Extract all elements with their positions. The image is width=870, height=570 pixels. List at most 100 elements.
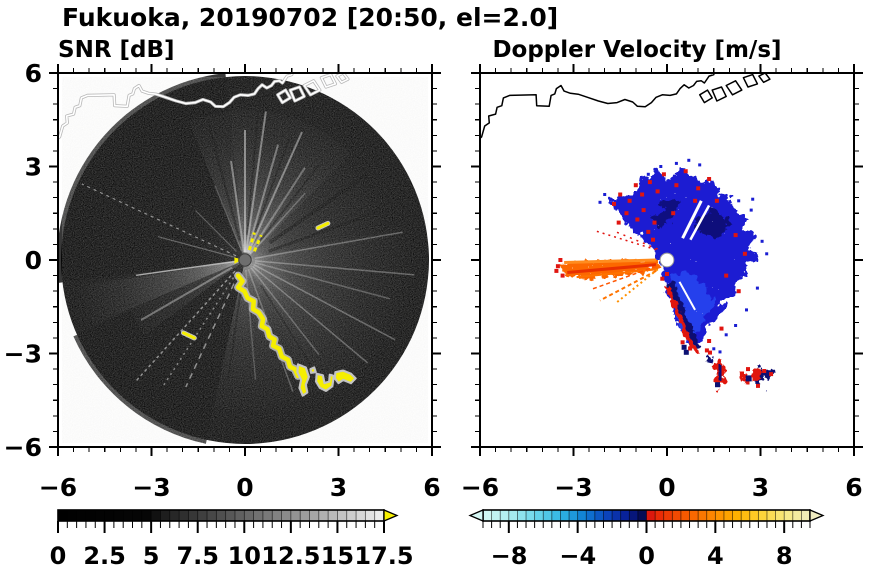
radar-center-hole <box>659 252 675 268</box>
velocity-speck <box>760 239 764 243</box>
colorbar-cell <box>714 509 725 522</box>
velocity-speck <box>698 163 702 167</box>
velocity-speck <box>646 229 651 234</box>
velocity-speck <box>746 367 750 372</box>
velocity-panel <box>479 72 855 448</box>
velocity-speck <box>651 237 655 242</box>
colorbar-cell <box>560 509 570 522</box>
velocity-speck <box>646 172 650 176</box>
velocity-speck <box>708 350 712 355</box>
velocity-speck <box>687 158 691 162</box>
velocity-speck <box>640 192 645 197</box>
colorbar-cell <box>594 509 605 522</box>
velocity-ray <box>616 268 659 303</box>
velocity-speck <box>693 198 698 203</box>
velocity-ray <box>593 229 657 251</box>
cbar-label: −8 <box>491 542 528 570</box>
colorbar-cell <box>800 509 811 522</box>
cbar-label: 2.5 <box>83 542 126 570</box>
velocity-speck <box>555 264 560 269</box>
velocity-speck <box>674 183 679 188</box>
harbor-pier-outline <box>289 86 305 102</box>
velocity-speck <box>616 220 621 225</box>
cbar-label: 7.5 <box>176 542 219 570</box>
cbar-label: 10 <box>228 542 261 570</box>
colorbar-cell <box>491 509 502 522</box>
colorbar-cell <box>113 509 124 522</box>
harbor-pier-outline <box>742 73 759 88</box>
velocity-radar-image <box>480 73 776 390</box>
velocity-ray <box>681 200 703 239</box>
velocity-speck <box>660 276 665 281</box>
cbar-label: −4 <box>559 542 596 570</box>
velocity-speck <box>681 344 687 350</box>
velocity-ray <box>576 268 657 279</box>
velocity-band <box>665 284 701 354</box>
colorbar-cell <box>749 509 760 522</box>
colorbar-cell <box>577 509 588 522</box>
colorbar-cell <box>568 509 579 522</box>
velocity-speck <box>745 375 752 382</box>
colorbar-cell <box>646 509 656 522</box>
colorbar-cell <box>766 509 777 522</box>
colorbar-cell <box>551 509 562 522</box>
colorbar-cell <box>654 509 665 522</box>
echo-dashed-ray <box>247 232 256 251</box>
colorbar-cell <box>508 509 519 522</box>
velocity-speck <box>724 273 729 278</box>
velocity-speck <box>655 189 660 194</box>
figure-title: Fukuoka, 20190702 [20:50, el=2.0] <box>62 3 558 32</box>
colorbar-cell <box>187 509 199 522</box>
velocity-speck <box>661 172 666 177</box>
xtick-label: 0 <box>658 473 675 502</box>
colorbar-cell <box>534 509 545 522</box>
harbor-pier-outline <box>711 86 727 102</box>
echo-mark <box>316 221 330 230</box>
velocity-speck <box>618 192 623 197</box>
echo-mark <box>181 331 196 340</box>
snr-colorbar <box>57 509 399 533</box>
echo-cell <box>296 363 310 397</box>
echo-cell <box>333 369 357 385</box>
snr-radar-image <box>58 73 429 444</box>
velocity-speck <box>712 347 716 351</box>
colorbar-over-arrow <box>809 509 825 522</box>
colorbar-cell <box>525 509 536 522</box>
colorbar-cell <box>132 509 143 522</box>
velocity-colorbar <box>468 509 825 533</box>
xtick-label: 3 <box>330 473 347 502</box>
velocity-speck <box>603 193 607 196</box>
colorbar-cell <box>150 509 162 522</box>
velocity-speck <box>612 201 616 206</box>
xtick-label: −3 <box>554 473 592 502</box>
velocity-speck <box>696 186 701 191</box>
colorbar-cell <box>243 509 255 522</box>
harbor-pier-outline <box>336 73 349 84</box>
velocity-blob <box>609 168 759 349</box>
velocity-speck <box>751 197 755 201</box>
velocity-ray <box>590 265 657 291</box>
echo-cell <box>309 366 317 374</box>
colorbar-cell <box>374 509 385 522</box>
harbor-pier-outline <box>758 73 771 84</box>
colorbar-cell <box>178 509 190 522</box>
ytick-label: −6 <box>4 433 42 462</box>
colorbar-cell <box>290 509 301 522</box>
velocity-speck <box>688 346 693 351</box>
ytick-label: 3 <box>25 153 42 182</box>
colorbar-cell <box>76 509 87 522</box>
colorbar-cell <box>783 509 794 522</box>
colorbar-cell <box>299 509 311 522</box>
colorbar-under-arrow <box>468 509 484 522</box>
colorbar-cell <box>697 509 708 522</box>
velocity-band <box>668 281 700 348</box>
radar-center-dot <box>238 253 252 267</box>
colorbar-cell <box>628 509 639 522</box>
harbor-pier-outline <box>303 80 321 96</box>
colorbar-cell <box>169 509 180 522</box>
colorbar-cell <box>225 509 236 522</box>
velocity-panel-title: Doppler Velocity [m/s] <box>492 37 781 63</box>
echo-dashed-ray <box>252 234 263 252</box>
velocity-speck <box>769 372 774 377</box>
